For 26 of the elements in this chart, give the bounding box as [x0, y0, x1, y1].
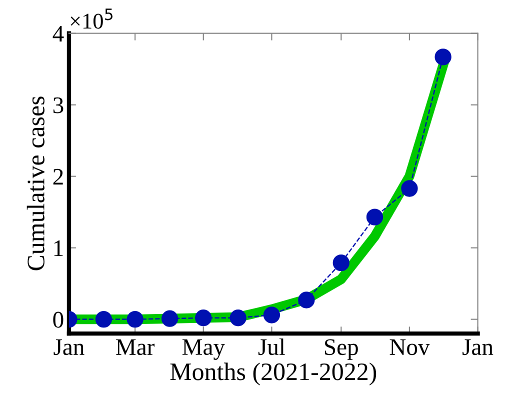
- point: [366, 208, 384, 226]
- point: [195, 310, 212, 326]
- x-tick-label: Nov: [390, 339, 430, 356]
- y-tick-label: 4: [52, 26, 64, 42]
- point: [230, 310, 246, 326]
- y-axis-title: Cumulative cases: [26, 96, 44, 270]
- x-axis-title: Months (2021-2022): [170, 362, 376, 386]
- y-tick-label: 0: [53, 312, 64, 328]
- point: [263, 306, 280, 324]
- point: [126, 310, 144, 328]
- y-tick-label: 1: [54, 240, 63, 256]
- x-tick-label: Jan: [462, 339, 494, 356]
- point: [332, 254, 350, 272]
- point: [161, 310, 178, 327]
- point: [95, 310, 112, 328]
- point: [434, 48, 452, 66]
- x-tick-label: Jul: [258, 338, 286, 356]
- point: [401, 180, 418, 197]
- point: [298, 292, 315, 308]
- x-tick-label: Sep: [325, 339, 358, 360]
- text: ×10$^{5}$: [70, 8, 112, 29]
- y-tick-label: 2: [53, 168, 63, 185]
- x-tick-label: Jan: [54, 339, 84, 356]
- x-tick-label: Mar: [116, 339, 155, 356]
- y-tick-label: 3: [53, 97, 64, 114]
- x-tick-label: May: [182, 339, 225, 360]
